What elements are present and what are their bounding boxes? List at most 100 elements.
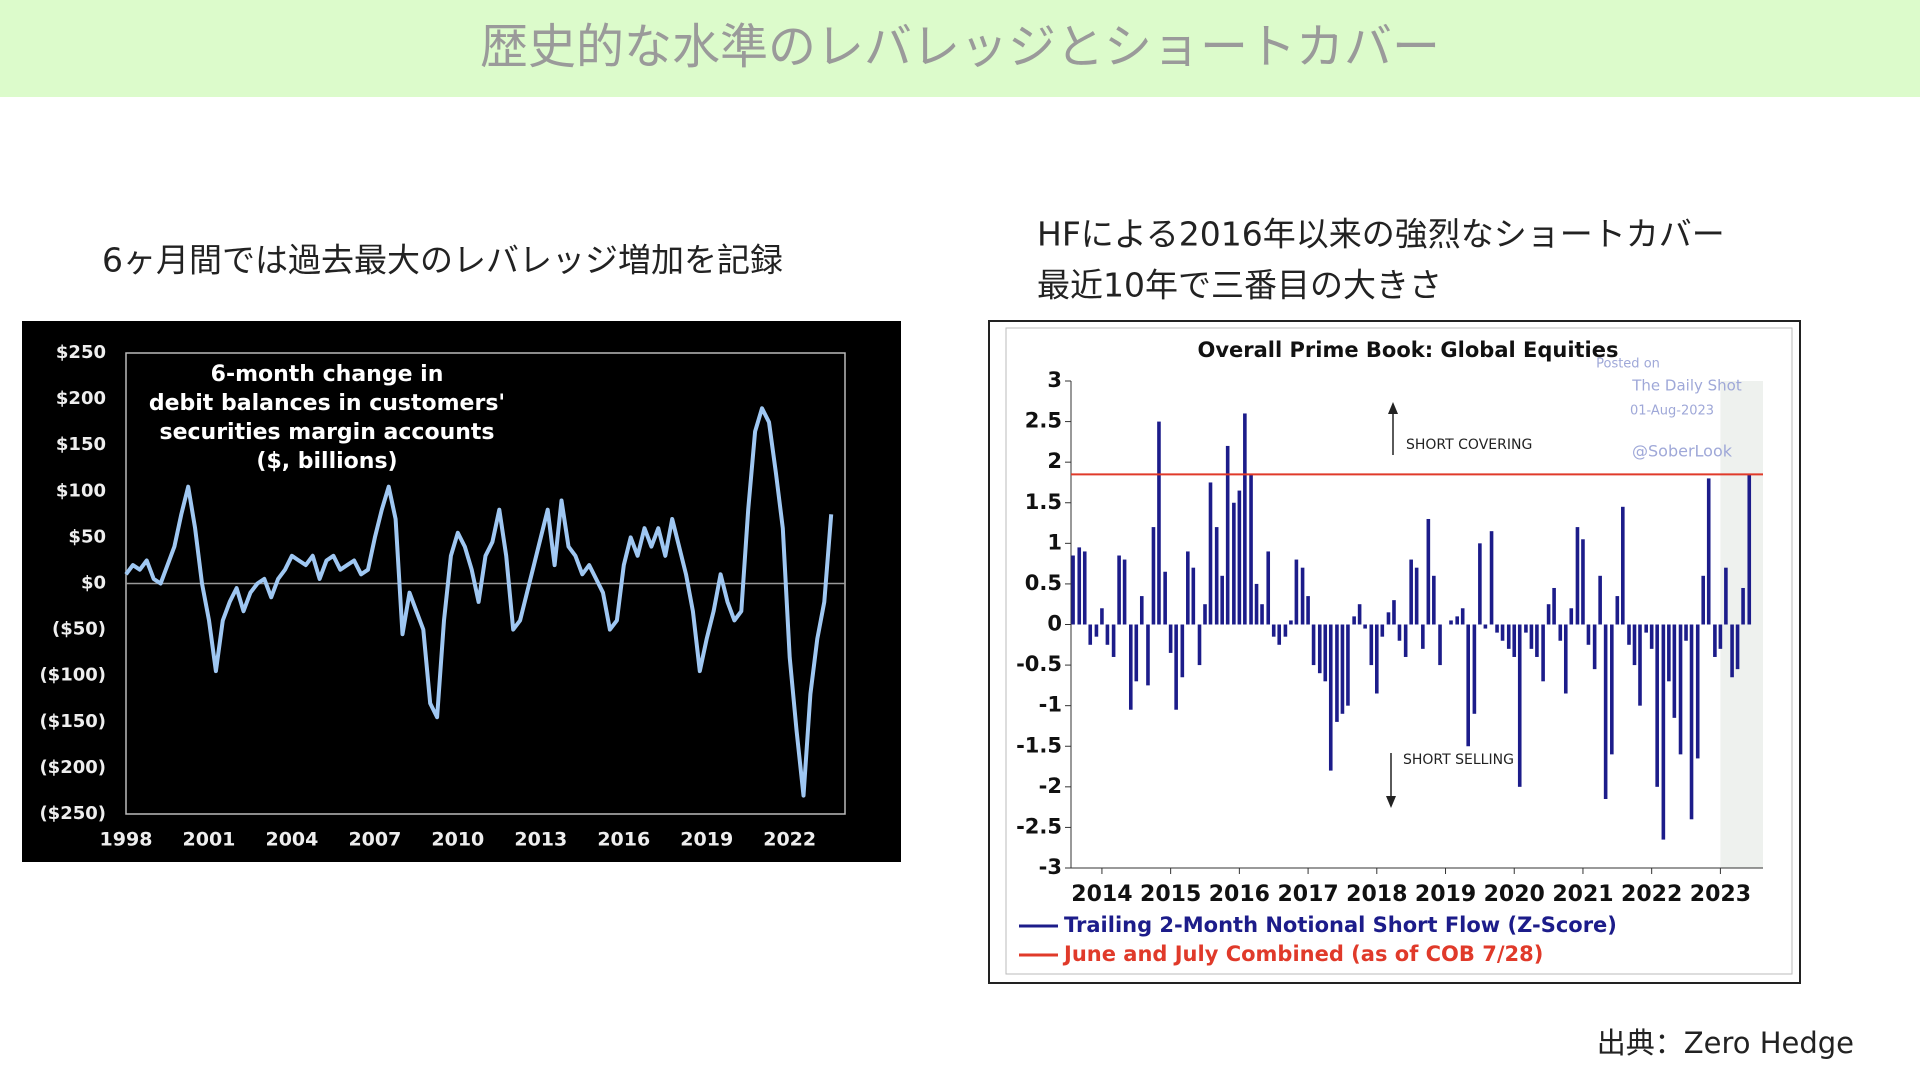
right-caption: HFによる2016年以来の強烈なショートカバー [1037,215,1725,254]
bar [1615,596,1620,625]
chart-title: 6-month change in [211,362,444,387]
bar [1151,527,1156,625]
bar [1524,624,1528,633]
y-tick-label: ($100) [39,665,106,686]
bar [1374,624,1379,694]
bar [1678,624,1683,755]
watermark: The Daily Shot [1631,377,1742,395]
x-tick-label: 2017 [1277,882,1338,907]
x-tick-label: 2007 [348,829,401,851]
y-tick-label: $100 [56,480,106,501]
bar [1237,490,1242,625]
bar [1603,624,1608,800]
bar [1111,624,1116,657]
bar [1122,559,1127,625]
bar [1586,624,1591,645]
y-tick-label: ($200) [39,757,106,778]
y-tick-label: 1.5 [1025,490,1062,514]
bar [1180,624,1185,678]
bar [1730,624,1734,678]
bar [1438,624,1442,666]
bar [1563,624,1568,694]
bar [1621,506,1625,625]
bar [1455,616,1460,625]
x-tick-label: 2022 [1621,882,1682,907]
arrow-head [1388,402,1398,414]
bar [1232,502,1236,625]
bar [1340,624,1345,714]
bar [1592,624,1597,670]
y-tick-label: ($150) [39,711,106,732]
bar [1277,624,1282,645]
bar [1369,624,1374,666]
source: 出典：Zero Hedge [1597,1026,1854,1060]
bar [1489,531,1494,625]
chart-title: Overall Prime Book: Global Equities [1197,338,1618,362]
bar [1449,620,1453,625]
chart2-frame [1005,327,1793,975]
bar [1569,608,1574,625]
bar [1117,555,1121,625]
annotation: SHORT SELLING [1403,752,1514,768]
bar [1323,624,1328,682]
x-tick-label: 2014 [1071,882,1132,907]
x-tick-label: 2021 [1552,882,1613,907]
bar [1260,604,1264,625]
bar [1689,624,1694,820]
bar [1088,624,1093,645]
bar [1506,624,1511,649]
chart-title: ($, billions) [256,449,397,474]
bar [1581,539,1585,625]
x-tick-label: 2010 [431,829,484,851]
bar [1638,624,1642,706]
bar [1632,624,1637,666]
bar [1432,575,1436,625]
x-tick-label: 2023 [1690,882,1751,907]
chart-title: debit balances in customers' [149,391,505,416]
left-caption: 6ヶ月間では過去最大のレバレッジ増加を記録 [102,241,783,280]
bar [1346,624,1350,706]
x-tick-label: 2013 [514,829,567,851]
bar [1706,478,1711,625]
y-tick-label: -1.5 [1016,733,1062,757]
bar [1741,587,1745,625]
y-tick-label: 2 [1047,449,1062,473]
x-tick-label: 2020 [1484,882,1545,907]
y-tick-label: 2.5 [1025,409,1062,433]
watermark: 01-Aug-2023 [1630,404,1714,419]
bar [1203,604,1207,625]
x-tick-label: 2016 [1209,882,1270,907]
x-tick-label: 2022 [763,829,816,851]
bar [1500,624,1505,641]
bar [1163,571,1167,625]
bar [1071,555,1075,625]
bar [1249,474,1253,625]
bar [1466,624,1470,747]
line [124,406,834,798]
bar [1426,518,1431,625]
x-tick-label: 2019 [680,829,733,851]
bar [1094,624,1099,637]
x-tick-label: 2019 [1415,882,1476,907]
bar [1146,624,1150,686]
bar [1735,624,1740,670]
bar [1747,474,1752,625]
bar [1483,624,1488,629]
bar [1254,583,1259,625]
bar [1168,624,1173,653]
bar [1627,624,1631,645]
bar [1478,543,1482,625]
bar [1328,624,1333,771]
bar [1294,559,1299,625]
bar [1220,575,1224,625]
y-tick-label: -0.5 [1016,652,1062,676]
y-tick-label: -2.5 [1016,814,1062,838]
header-band [0,0,1920,97]
bar [1541,624,1545,682]
bar [1139,596,1144,625]
y-tick-label: -3 [1039,855,1062,879]
bar [1283,624,1288,637]
bar [1208,482,1213,625]
x-tick-label: 2016 [597,829,650,851]
